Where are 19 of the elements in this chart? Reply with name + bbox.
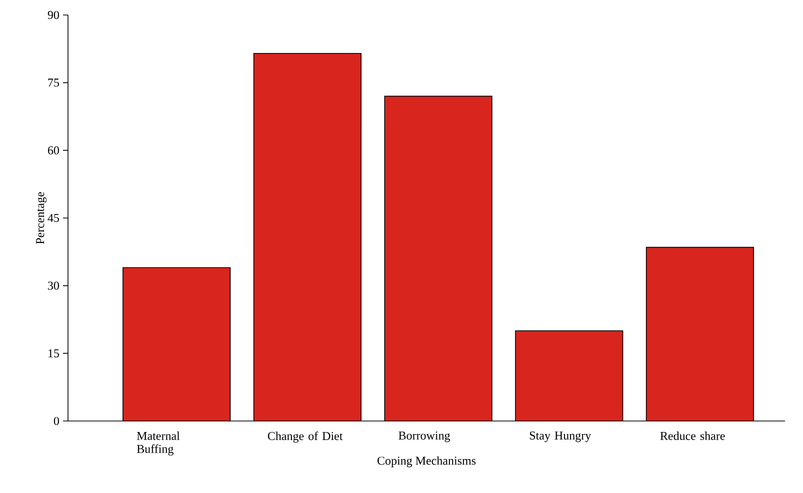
y-tick-label: 75: [48, 78, 60, 87]
x-tick-label: Reduce share: [660, 432, 725, 440]
y-tick-label: 0: [54, 416, 60, 426]
bar: [384, 96, 492, 421]
x-tick-label: Borrowing: [398, 432, 450, 442]
y-tick-label: 30: [48, 282, 60, 290]
y-tick-label: 15: [48, 349, 60, 358]
y-tick-label: 90: [48, 10, 60, 20]
bar: [646, 246, 754, 421]
x-axis-title: Coping Mechanisms: [377, 456, 476, 468]
x-tick-label: Maternal Buffing: [136, 432, 180, 456]
bar: [122, 268, 230, 421]
bar: [515, 330, 623, 421]
y-axis-title: Percentage: [36, 192, 47, 244]
x-tick-label: Change of Diet: [268, 432, 343, 443]
bar: [254, 53, 362, 421]
x-tick-label: Stay Hungry: [530, 432, 592, 442]
y-tick-label: 45: [48, 214, 60, 222]
y-tick-label: 60: [48, 146, 60, 154]
